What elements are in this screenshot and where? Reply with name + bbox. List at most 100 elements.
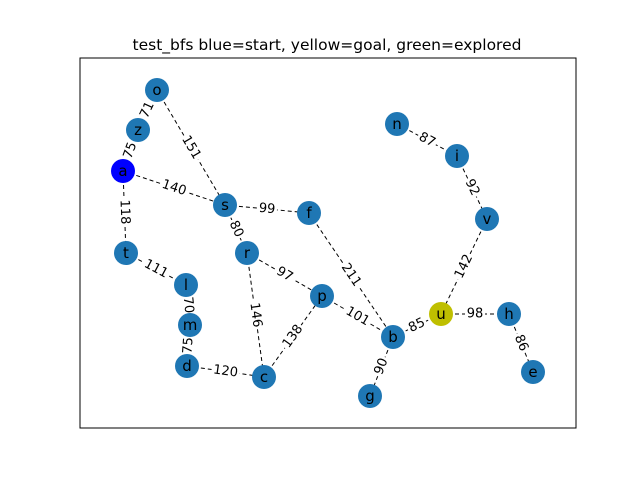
edge-weight-label: 140: [160, 177, 188, 199]
node-p: p: [310, 284, 334, 308]
edge-label-z-a: 75: [119, 138, 142, 163]
edge-label-background: [414, 128, 440, 152]
plot-frame: [79, 57, 577, 429]
node-label-d: d: [182, 357, 192, 375]
edge-label-background: [176, 131, 206, 164]
node-label-f: f: [306, 204, 312, 222]
edge-weight-label: 86: [511, 332, 531, 353]
node-v: v: [475, 207, 499, 231]
node-label-n: n: [392, 115, 402, 133]
edge-weight-label: 71: [137, 99, 158, 120]
node-label-i: i: [455, 147, 459, 165]
edge-label-background: [179, 334, 198, 357]
node-circle-u: [429, 302, 453, 326]
edge-label-background: [158, 175, 190, 201]
edge-weight-label: 90: [372, 356, 392, 377]
edge-label-background: [256, 200, 278, 218]
edge-label-o-z: 71: [135, 97, 160, 123]
node-circle-h: [497, 302, 521, 326]
edge-labels-layer: 71 151 75 140 118 99 80 211 111 70 75 120 146 97 138 10…: [115, 97, 533, 382]
node-circle-r: [235, 241, 259, 265]
node-h: h: [497, 302, 521, 326]
edge-label-background: [179, 294, 197, 316]
node-circle-i: [445, 144, 469, 168]
node-label-u: u: [436, 305, 446, 323]
edge-label-s-f: 99: [256, 200, 278, 218]
node-b: b: [381, 325, 405, 349]
edge-label-r-c: 146: [245, 300, 266, 330]
edge-label-c-p: 138: [278, 320, 308, 353]
node-g: g: [358, 384, 382, 408]
node-label-v: v: [483, 210, 492, 228]
edge-label-f-b: 211: [336, 258, 366, 292]
edge-label-s-r: 80: [224, 216, 248, 242]
node-label-e: e: [528, 363, 537, 381]
node-o: o: [145, 78, 169, 102]
nodes-layer: o z a s f t r l m d c p n i v b g u h e: [111, 78, 545, 408]
edge-label-background: [271, 262, 298, 287]
node-t: t: [114, 241, 138, 265]
edge-label-r-p: 97: [271, 262, 298, 287]
edge-label-u-h: 98: [465, 306, 485, 322]
node-label-o: o: [152, 81, 161, 99]
edge-label-d-c: 120: [210, 361, 241, 382]
edge-label-background: [278, 320, 308, 353]
edge-weight-label: 118: [117, 199, 133, 224]
node-l: l: [174, 273, 198, 297]
node-circle-v: [475, 207, 499, 231]
node-circle-t: [114, 241, 138, 265]
node-i: i: [445, 144, 469, 168]
edge-label-background: [465, 306, 485, 322]
edge-weight-label: 98: [467, 307, 484, 322]
edge-label-b-u: 85: [404, 313, 430, 338]
edge-a-s: [122, 170, 226, 206]
node-circle-f: [297, 201, 321, 225]
node-label-z: z: [134, 121, 142, 139]
edge-label-a-t: 118: [115, 197, 134, 227]
node-c: c: [252, 365, 276, 389]
edge-label-background: [224, 216, 248, 242]
node-label-h: h: [504, 305, 514, 323]
edge-label-background: [336, 258, 366, 292]
node-e: e: [521, 360, 545, 384]
node-circle-s: [213, 193, 237, 217]
node-circle-e: [521, 360, 545, 384]
edge-weight-label: 70: [180, 296, 197, 314]
edge-label-background: [139, 255, 173, 283]
node-label-m: m: [183, 316, 198, 334]
node-f: f: [297, 201, 321, 225]
node-label-b: b: [388, 328, 398, 346]
edge-label-o-s: 151: [176, 131, 206, 164]
node-z: z: [126, 118, 150, 142]
edge-weight-label: 146: [246, 302, 264, 329]
edge-label-m-d: 75: [179, 334, 198, 357]
node-circle-n: [385, 112, 409, 136]
node-d: d: [175, 354, 199, 378]
node-label-c: c: [260, 368, 268, 386]
node-circle-z: [126, 118, 150, 142]
node-s: s: [213, 193, 237, 217]
edge-label-background: [460, 175, 484, 200]
edge-label-background: [341, 302, 374, 331]
node-circle-l: [174, 273, 198, 297]
edge-label-background: [115, 197, 134, 227]
edge-weight-label: 75: [180, 337, 196, 355]
edge-label-p-b: 101: [341, 302, 374, 331]
node-label-g: g: [365, 387, 375, 405]
node-r: r: [235, 241, 259, 265]
node-circle-g: [358, 384, 382, 408]
edge-label-background: [450, 250, 478, 283]
edge-weight-label: 75: [121, 140, 141, 161]
node-u: u: [429, 302, 453, 326]
plot-title: test_bfs blue=start, yellow=goal, green=…: [133, 36, 522, 55]
node-circle-a: [111, 159, 135, 183]
edge-f-b: [308, 212, 394, 338]
node-label-p: p: [317, 287, 327, 305]
node-m: m: [178, 313, 202, 337]
edge-weight-label: 97: [274, 264, 296, 285]
edge-label-l-m: 70: [179, 294, 197, 316]
node-circle-o: [145, 78, 169, 102]
edge-label-background: [135, 97, 160, 123]
edge-label-background: [245, 300, 266, 330]
